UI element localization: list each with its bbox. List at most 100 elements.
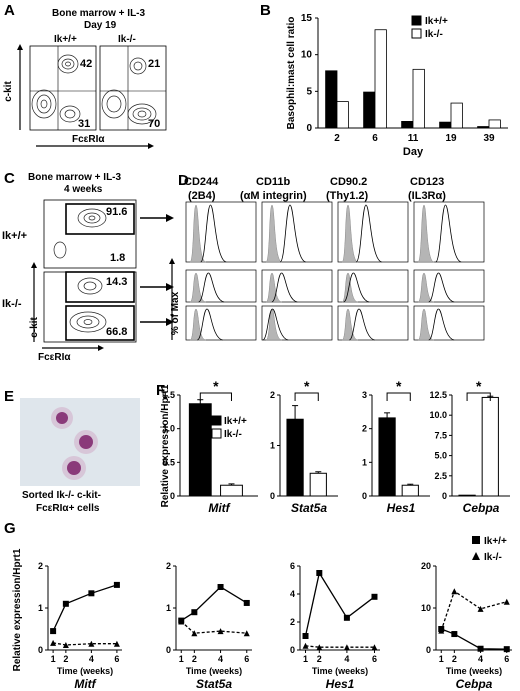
panel-label-f: F bbox=[156, 382, 166, 399]
y-tick-label-f: 0.5 bbox=[162, 457, 175, 467]
y-tick-label-g: 20 bbox=[421, 561, 431, 571]
bar-b-ko bbox=[336, 101, 349, 129]
panel-a-ko-upper: 21 bbox=[148, 58, 161, 70]
legend-label-g-ko: Ik-/- bbox=[484, 552, 502, 563]
legend-label-f: Ik+/+ bbox=[224, 416, 247, 427]
legend-label-b: Ik-/- bbox=[425, 29, 443, 40]
point-g-wt bbox=[302, 633, 309, 639]
x-tick-label-b: 2 bbox=[334, 133, 340, 144]
point-g-wt bbox=[243, 599, 250, 606]
gene-label-g: Hes1 bbox=[326, 677, 355, 691]
line-g-ko bbox=[440, 590, 507, 631]
cytospin-image bbox=[20, 398, 140, 486]
panel-e-caption-2: FcεRIα+ cells bbox=[36, 503, 100, 514]
point-g-wt bbox=[217, 584, 224, 590]
y-axis-label-g: Relative expression/Hprt1 bbox=[12, 548, 23, 671]
legend-swatch-b bbox=[411, 15, 422, 26]
panel-label-d: D bbox=[178, 172, 189, 189]
sample-histogram bbox=[198, 272, 225, 303]
bar-b-wt bbox=[325, 70, 338, 129]
x-tick-label-g: 1 bbox=[51, 654, 56, 664]
isotype-histogram bbox=[189, 308, 207, 341]
point-g-ko bbox=[438, 627, 445, 634]
panel-d-marker-3: CD90.2 bbox=[330, 176, 368, 188]
y-tick-label-g: 0 bbox=[166, 645, 171, 655]
y-tick-label-g: 1 bbox=[166, 603, 171, 613]
legend-label-f: Ik-/- bbox=[224, 429, 242, 440]
x-tick-label-g: 2 bbox=[317, 654, 322, 664]
x-axis-label-g: Time (weeks) bbox=[186, 666, 242, 676]
isotype-histogram bbox=[417, 272, 435, 303]
sample-histogram bbox=[262, 308, 289, 341]
x-axis-label-b: Day bbox=[403, 146, 424, 158]
y-tick-label-f: 0 bbox=[170, 491, 175, 501]
gene-label-f: Stat5a bbox=[291, 501, 327, 515]
panel-label-e: E bbox=[4, 388, 15, 405]
line-g-ko bbox=[180, 620, 247, 634]
point-g-ko bbox=[316, 644, 323, 651]
point-g-wt bbox=[503, 646, 510, 653]
panel-label-c: C bbox=[4, 170, 15, 187]
panel-e-caption-1: Sorted Ik-/- c-kit- bbox=[22, 490, 101, 501]
isotype-histogram bbox=[189, 272, 207, 303]
x-tick-label-g: 6 bbox=[244, 654, 249, 664]
x-tick-label-g: 6 bbox=[372, 654, 377, 664]
sample-histogram bbox=[279, 204, 306, 263]
x-tick-label-g: 6 bbox=[504, 654, 509, 664]
panel-a-ko-lower: 70 bbox=[148, 118, 161, 130]
isotype-histogram bbox=[341, 272, 359, 303]
sample-histogram bbox=[428, 308, 455, 341]
gene-label-f: Cebpa bbox=[463, 501, 500, 515]
sig-star-f: * bbox=[476, 378, 482, 394]
sample-histogram bbox=[343, 272, 370, 303]
sig-star-f: * bbox=[396, 378, 402, 394]
y-tick-label-f: 3 bbox=[362, 390, 367, 400]
panel-a-title-1: Bone marrow + IL-3 bbox=[52, 8, 146, 19]
point-g-ko bbox=[88, 640, 95, 647]
line-g-wt bbox=[441, 628, 507, 650]
y-tick-label-g: 6 bbox=[290, 561, 295, 571]
point-g-wt bbox=[62, 600, 69, 607]
y-tick-label-g: 10 bbox=[421, 603, 431, 613]
y-tick-label-g: 0 bbox=[426, 645, 431, 655]
point-g-wt bbox=[477, 645, 484, 652]
x-axis-label-g: Time (weeks) bbox=[312, 666, 368, 676]
panel-d-marker-4: CD123 bbox=[410, 176, 445, 188]
panel-c-wt-label: Ik+/+ bbox=[2, 230, 28, 242]
x-tick-label-g: 2 bbox=[452, 654, 457, 664]
point-g-ko bbox=[477, 605, 484, 612]
gene-label-g: Cebpa bbox=[456, 677, 493, 691]
point-g-ko bbox=[50, 639, 57, 646]
sig-star-f: * bbox=[304, 378, 310, 394]
point-g-wt bbox=[451, 631, 458, 638]
panel-d-marker-3-sub: (Thy1.2) bbox=[326, 190, 369, 202]
y-tick-label-f: 1.5 bbox=[162, 390, 175, 400]
sample-histogram bbox=[428, 272, 455, 303]
y-tick-label-b: 15 bbox=[301, 13, 313, 24]
point-g-wt bbox=[343, 614, 350, 621]
sample-histogram bbox=[348, 308, 375, 341]
panel-c-ko-upper: 14.3 bbox=[106, 276, 128, 288]
x-tick-label-g: 2 bbox=[192, 654, 197, 664]
y-tick-label-g: 0 bbox=[38, 645, 43, 655]
legend-swatch-f bbox=[211, 415, 222, 426]
x-tick-label-g: 1 bbox=[439, 654, 444, 664]
y-tick-label-f: 0 bbox=[442, 491, 447, 501]
y-axis-label-b: Basophil:mast cell ratio bbox=[286, 17, 297, 130]
y-tick-label-f: 0 bbox=[270, 491, 275, 501]
y-tick-label-b: 5 bbox=[306, 86, 312, 97]
y-tick-label-g: 2 bbox=[38, 561, 43, 571]
line-g-ko bbox=[305, 645, 375, 648]
sig-star-f: * bbox=[213, 378, 219, 394]
legend-swatch-g-ko bbox=[472, 552, 480, 560]
y-tick-label-f: 2 bbox=[270, 390, 275, 400]
y-tick-label-f: 2.5 bbox=[434, 471, 447, 481]
isotype-histogram bbox=[189, 204, 207, 263]
legend-swatch-b bbox=[411, 28, 422, 39]
x-axis-label-g: Time (weeks) bbox=[57, 666, 113, 676]
panel-c-ko-label: Ik-/- bbox=[2, 298, 22, 310]
